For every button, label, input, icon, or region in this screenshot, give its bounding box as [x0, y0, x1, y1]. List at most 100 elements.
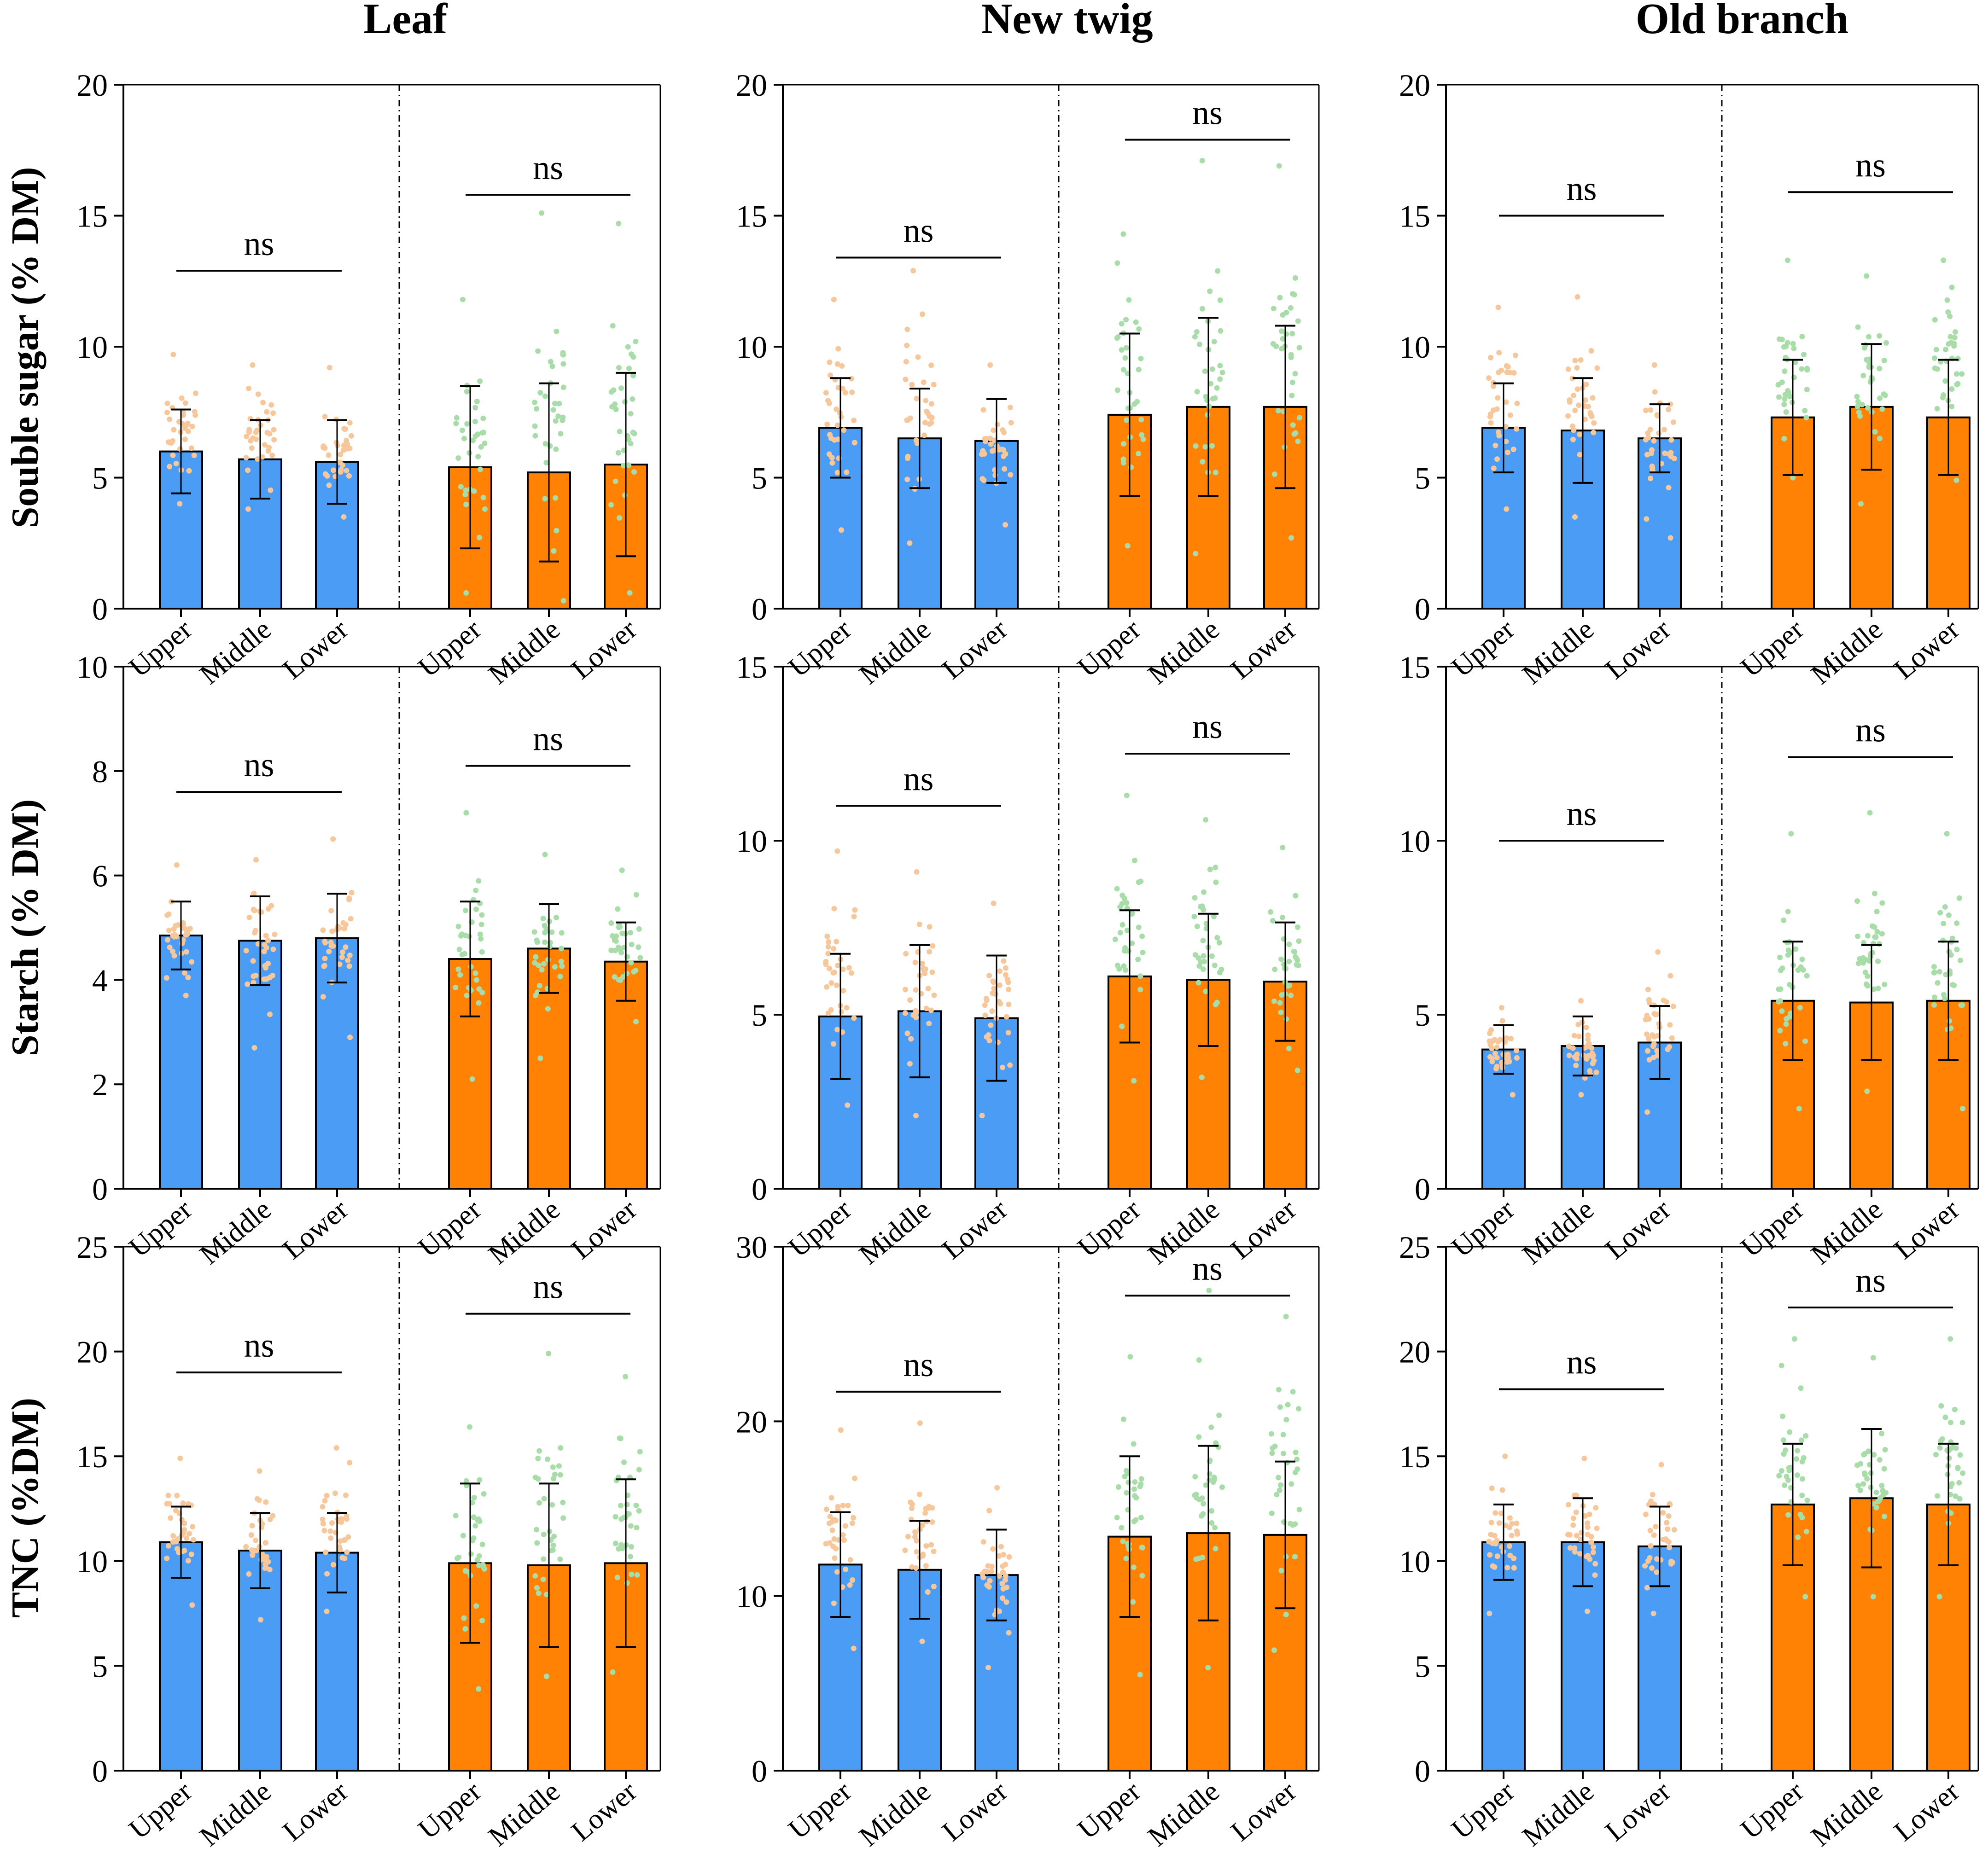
data-point	[1785, 947, 1791, 953]
data-point	[1199, 1075, 1205, 1081]
data-point	[463, 487, 469, 493]
data-point	[1294, 962, 1300, 968]
data-point	[1952, 329, 1958, 335]
data-point	[1582, 1075, 1588, 1081]
data-point	[251, 907, 257, 913]
data-point	[1803, 415, 1809, 421]
data-point	[553, 495, 559, 501]
data-point	[345, 1534, 351, 1540]
data-point	[1804, 366, 1810, 372]
data-point	[1879, 931, 1885, 937]
data-point	[1008, 405, 1014, 411]
data-point	[1646, 997, 1652, 1003]
data-point	[174, 862, 180, 868]
data-point	[1131, 1441, 1137, 1447]
data-point	[1114, 260, 1120, 266]
y-tick-label: 30	[736, 1230, 767, 1265]
y-tick-label: 15	[76, 199, 108, 234]
data-point	[270, 946, 276, 952]
data-point	[1514, 1531, 1520, 1537]
data-point	[249, 1547, 255, 1553]
data-point	[189, 1602, 195, 1608]
data-point	[347, 952, 353, 958]
data-point	[453, 1513, 459, 1519]
data-point	[1124, 1490, 1130, 1496]
data-point	[167, 944, 173, 950]
data-point	[990, 978, 996, 984]
x-tick-label: Upper	[413, 613, 488, 683]
data-point	[243, 1544, 249, 1550]
data-point	[1212, 1525, 1218, 1531]
data-point	[927, 949, 933, 955]
data-point	[629, 1571, 635, 1577]
data-point	[1570, 436, 1576, 442]
data-point	[987, 436, 993, 442]
data-point	[1866, 364, 1872, 370]
y-tick-label: 10	[1399, 824, 1430, 859]
row-label-soluble-sugar: Souble sugar (% DM)	[4, 167, 47, 529]
data-point	[905, 1534, 911, 1540]
y-tick-label: 15	[1399, 650, 1430, 685]
data-point	[1931, 355, 1937, 361]
data-point	[931, 1548, 937, 1554]
data-point	[1199, 1495, 1205, 1501]
data-point	[454, 415, 460, 421]
data-point	[264, 409, 270, 415]
data-point	[180, 1500, 186, 1506]
data-point	[623, 1374, 629, 1380]
data-point	[920, 311, 926, 317]
data-point	[1799, 1437, 1805, 1443]
data-point	[1781, 1451, 1787, 1457]
data-point	[991, 901, 997, 906]
data-point	[1882, 982, 1888, 988]
data-point	[535, 348, 541, 354]
data-point	[851, 440, 857, 446]
data-point	[1951, 982, 1957, 988]
data-point	[620, 463, 626, 469]
data-point	[1132, 1479, 1138, 1485]
data-point	[844, 1005, 850, 1011]
data-point	[1947, 334, 1953, 340]
significance-label: ns	[533, 149, 563, 187]
x-tick-label: Middle	[194, 1776, 277, 1853]
data-point	[1864, 273, 1870, 279]
data-point	[473, 1603, 479, 1609]
y-tick-label: 20	[736, 1404, 767, 1439]
data-point	[322, 1498, 328, 1504]
data-point	[1280, 845, 1286, 851]
data-point	[322, 471, 328, 477]
data-point	[1499, 1487, 1505, 1493]
data-point	[1511, 1565, 1517, 1571]
data-point	[543, 460, 549, 466]
data-point	[1782, 396, 1788, 402]
data-point	[479, 1541, 485, 1547]
data-point	[327, 1528, 333, 1534]
data-point	[1651, 438, 1657, 444]
data-point	[1666, 1513, 1672, 1519]
data-point	[1585, 1032, 1591, 1038]
data-point	[834, 361, 840, 367]
data-point	[347, 1460, 353, 1466]
x-tick-label: Middle	[1805, 1194, 1889, 1271]
data-point	[265, 960, 271, 966]
data-point	[1214, 999, 1220, 1005]
data-point	[1948, 339, 1954, 345]
data-point	[1487, 414, 1493, 420]
data-point	[1005, 1029, 1011, 1035]
data-point	[1117, 930, 1123, 936]
data-point	[627, 590, 633, 596]
data-point	[979, 451, 985, 457]
data-point	[1787, 394, 1793, 400]
data-point	[611, 387, 617, 393]
data-point	[164, 912, 170, 918]
x-tick-label: Lower	[936, 1775, 1014, 1847]
data-point	[164, 1555, 170, 1561]
data-point	[990, 1546, 996, 1552]
data-point	[1139, 1545, 1145, 1551]
data-point	[914, 395, 920, 401]
data-point	[475, 1517, 481, 1523]
x-tick-label: Middle	[1805, 614, 1889, 691]
data-point	[1879, 1430, 1885, 1436]
data-point	[1292, 371, 1298, 377]
